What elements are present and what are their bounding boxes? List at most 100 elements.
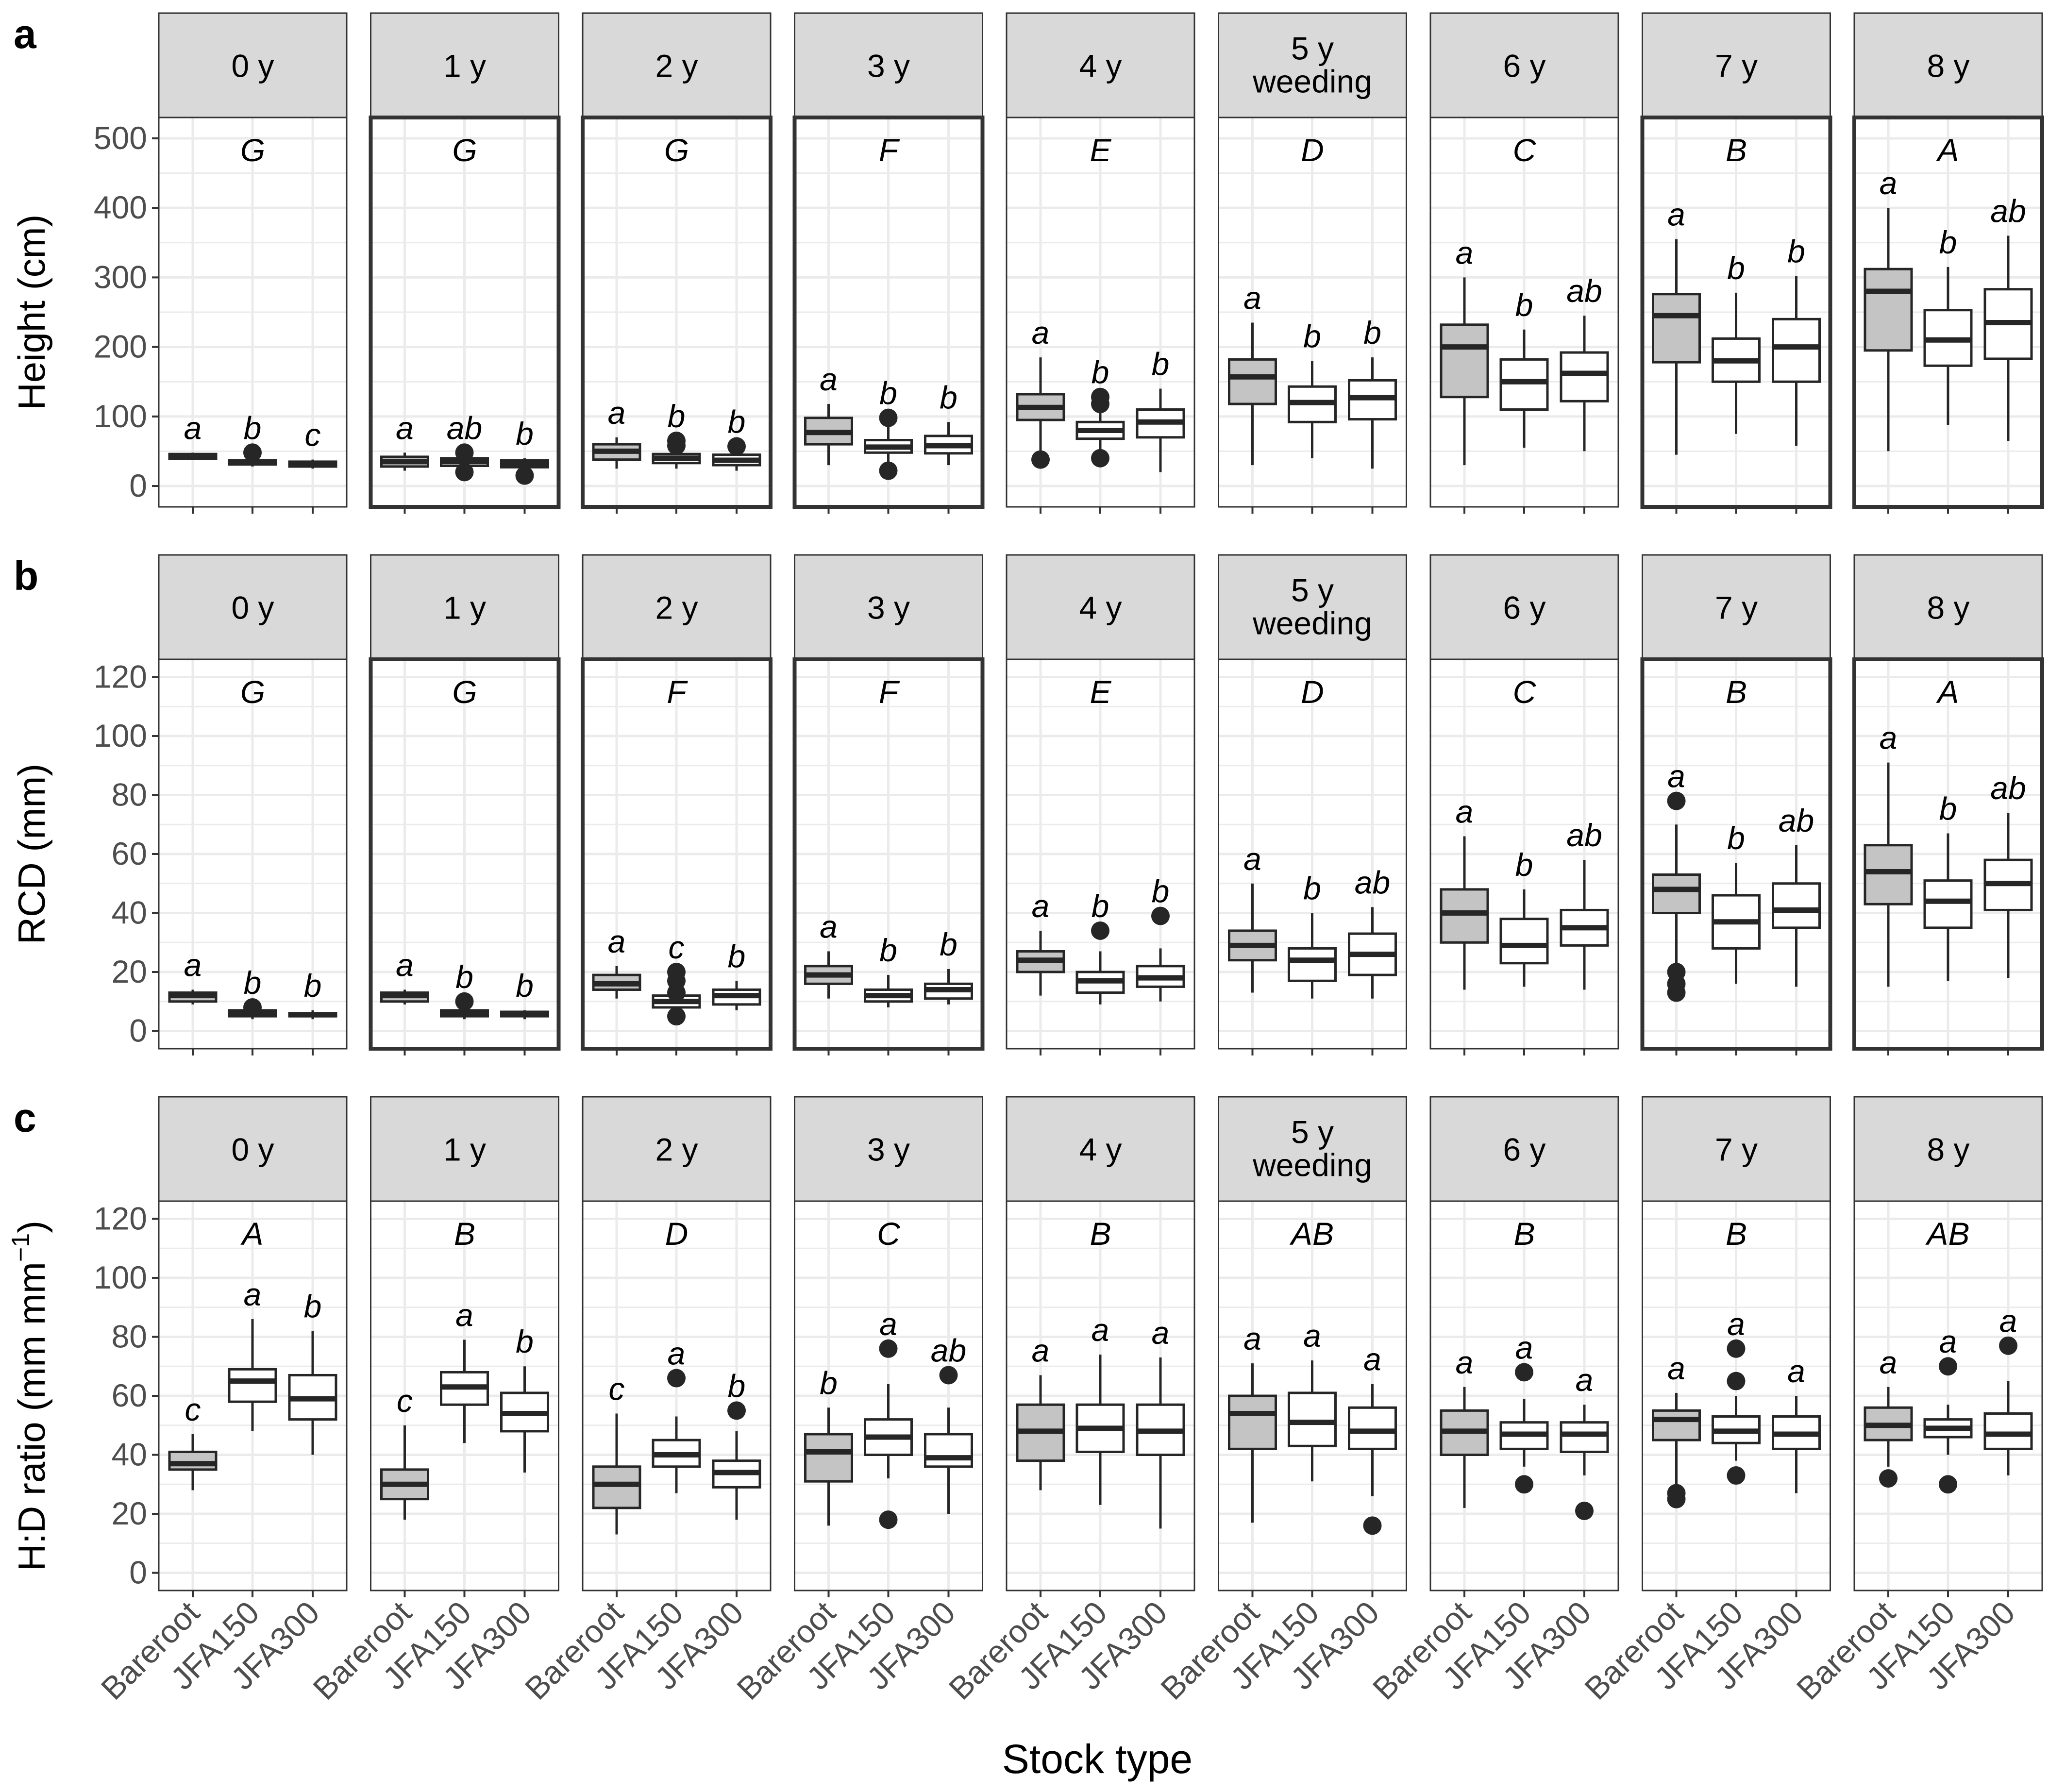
- stock-significance-letter: b: [879, 375, 897, 411]
- boxplot-jfa300: b: [288, 968, 337, 1020]
- facet-label: 8 y: [1927, 590, 1969, 626]
- y-tick-label: 300: [94, 259, 147, 295]
- facet-strip: [158, 12, 348, 118]
- outlier-point: [1667, 791, 1686, 810]
- outlier-point: [1091, 395, 1109, 414]
- stock-significance-letter: b: [940, 379, 957, 415]
- boxplot-jfa150: a: [1075, 1312, 1125, 1505]
- boxplot-jfa300: b: [1136, 873, 1185, 1002]
- box-iqr: [1348, 1406, 1397, 1450]
- y-axis-title-text: Height (cm): [10, 214, 53, 410]
- stock-significance-letter: a: [1880, 1344, 1898, 1380]
- y-tick-label: 60: [112, 1377, 147, 1413]
- y-tick-label: 100: [94, 1259, 147, 1295]
- stock-significance-letter: ab: [1990, 193, 2026, 229]
- x-axis-title: Stock type: [1002, 1736, 1192, 1782]
- stock-significance-letter: a: [1032, 888, 1050, 924]
- stock-significance-letter: b: [728, 1368, 746, 1404]
- year-significance-letter: C: [1513, 132, 1537, 168]
- facet-strip: [1218, 12, 1407, 118]
- y-tick-label: 40: [112, 895, 147, 931]
- boxplot-bareroot: a: [1228, 1321, 1277, 1523]
- outlier-point: [667, 983, 686, 1002]
- outlier-point: [879, 408, 898, 427]
- stock-significance-letter: b: [455, 959, 473, 995]
- facet-strip: [1006, 554, 1195, 660]
- boxplot-jfa150: a: [1499, 1329, 1549, 1494]
- boxplot-jfa150: b: [1288, 871, 1337, 999]
- panel-a-1: 1 y Ga ab b: [369, 12, 561, 514]
- facet-label: 6 y: [1503, 48, 1545, 84]
- y-axis-title-a: Height (cm): [10, 214, 53, 410]
- boxplot-jfa300: b: [1136, 346, 1185, 472]
- facet-label: 0 y: [231, 48, 274, 84]
- stock-significance-letter: a: [244, 1276, 262, 1312]
- stock-significance-letter: ab: [1990, 770, 2026, 806]
- boxplot-bareroot: a: [380, 410, 429, 471]
- boxplot-jfa150: b: [1923, 224, 1973, 425]
- outlier-point: [1999, 1336, 2017, 1355]
- box-iqr: [1440, 888, 1489, 944]
- box-iqr: [1652, 293, 1701, 364]
- y-tick-label: 100: [94, 718, 147, 754]
- box-iqr: [1652, 1409, 1701, 1441]
- facet-label: 2 y: [655, 590, 698, 626]
- stock-significance-letter: a: [1939, 1323, 1957, 1359]
- boxplot-jfa300: c: [288, 417, 337, 469]
- outlier-point: [1575, 1501, 1594, 1520]
- facet-label: 0 y: [231, 590, 274, 626]
- year-significance-letter: E: [1090, 674, 1111, 710]
- boxplot-jfa300: ab: [1772, 803, 1821, 987]
- outlier-point: [667, 436, 686, 455]
- boxplot-jfa300: b: [712, 938, 761, 1011]
- boxplot-jfa150: b: [1499, 287, 1549, 448]
- boxplot-bareroot: a: [1864, 165, 1913, 452]
- year-significance-letter: F: [879, 132, 900, 168]
- stock-significance-letter: a: [1243, 841, 1261, 877]
- year-significance-letter: G: [452, 674, 477, 710]
- y-tick-label: 500: [94, 120, 147, 156]
- outlier-point: [1667, 1490, 1686, 1508]
- boxplot-bareroot: a: [1864, 720, 1913, 987]
- boxplot-jfa300: a: [1772, 1353, 1821, 1493]
- stock-significance-letter: b: [1727, 250, 1745, 286]
- boxplot-jfa150: a: [1923, 1323, 1973, 1494]
- stock-significance-letter: a: [455, 1297, 473, 1333]
- facet-strip: [1218, 1096, 1407, 1202]
- stock-significance-letter: a: [1243, 280, 1261, 316]
- boxplot-bareroot: a: [168, 947, 218, 1005]
- year-significance-letter: B: [1090, 1216, 1111, 1252]
- stock-significance-letter: b: [879, 932, 897, 968]
- year-significance-letter: D: [665, 1216, 689, 1252]
- facet-label: 6 y: [1503, 590, 1545, 626]
- y-tick-label: 60: [112, 836, 147, 871]
- facet-label-line2: weeding: [1252, 605, 1372, 641]
- stock-significance-letter: ab: [1566, 817, 1602, 853]
- boxplot-bareroot: c: [168, 1391, 218, 1491]
- outlier-point: [667, 1007, 686, 1026]
- stock-significance-letter: b: [1363, 315, 1381, 351]
- stock-significance-letter: c: [609, 1371, 625, 1407]
- y-tick-label: 200: [94, 329, 147, 365]
- box-iqr: [1499, 358, 1549, 411]
- stock-significance-letter: b: [820, 1365, 838, 1401]
- boxplot-jfa150: ab: [440, 410, 489, 482]
- stock-significance-letter: a: [879, 1306, 897, 1342]
- stock-significance-letter: b: [304, 968, 322, 1004]
- facet-strip: [370, 1096, 559, 1202]
- stock-significance-letter: a: [1880, 720, 1898, 756]
- boxplot-jfa150: b: [1075, 354, 1125, 468]
- outlier-point: [1727, 1466, 1746, 1485]
- y-tick-label: 0: [129, 468, 147, 503]
- year-significance-letter: B: [1513, 1216, 1535, 1252]
- outlier-point: [455, 463, 474, 482]
- facet-strip: [794, 12, 983, 118]
- stock-significance-letter: a: [1667, 197, 1685, 233]
- outlier-point: [1091, 449, 1109, 468]
- stock-significance-letter: c: [669, 929, 685, 965]
- boxplot-jfa150: b: [228, 965, 277, 1020]
